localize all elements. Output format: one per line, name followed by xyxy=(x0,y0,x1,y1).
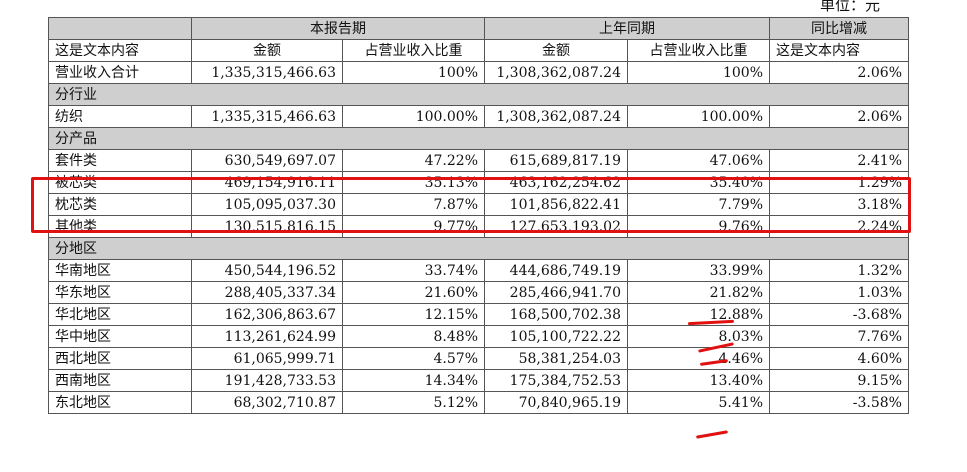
row-name: 套件类 xyxy=(48,149,192,172)
header-group-row: 本报告期 上年同期 同比增减 xyxy=(48,17,909,40)
section-region: 分地区 xyxy=(48,237,909,260)
row-amount-prev: 285,466,941.70 xyxy=(484,281,628,304)
row-ratio-prev: 8.03% xyxy=(627,325,770,348)
row-name: 东北地区 xyxy=(48,391,192,414)
row-name: 华东地区 xyxy=(48,281,192,304)
row-change: -3.68% xyxy=(769,303,909,326)
row-change: 3.18% xyxy=(769,193,909,216)
row-amount-prev: 58,381,254.03 xyxy=(484,347,628,370)
row-name: 西北地区 xyxy=(48,347,192,370)
col-amount-prev-header: 金额 xyxy=(484,39,628,62)
row-name: 华南地区 xyxy=(48,259,192,282)
row-change: 1.03% xyxy=(769,281,909,304)
row-ratio: 33.74% xyxy=(342,259,485,282)
section-industry: 分行业 xyxy=(48,83,909,106)
table-row: 东北地区 68,302,710.87 5.12% 70,840,965.19 5… xyxy=(48,391,909,414)
row-amount: 191,428,733.53 xyxy=(191,369,343,392)
section-product: 分产品 xyxy=(48,127,909,150)
row-amount-prev: 175,384,752.53 xyxy=(484,369,628,392)
row-ratio-prev: 100% xyxy=(627,61,770,84)
highlight-box-annotation xyxy=(31,177,911,233)
table-row: 套件类 630,549,697.07 47.22% 615,689,817.19… xyxy=(48,149,909,172)
header-yoy-change: 同比增减 xyxy=(769,17,909,40)
row-name: 营业收入合计 xyxy=(48,61,192,84)
row-ratio: 100.00% xyxy=(342,105,485,128)
row-change: 2.41% xyxy=(769,149,909,172)
row-ratio: 12.15% xyxy=(342,303,485,326)
row-change: -3.58% xyxy=(769,391,909,414)
table-row: 西北地区 61,065,999.71 4.57% 58,381,254.03 4… xyxy=(48,347,909,370)
col-amount-header: 金额 xyxy=(191,39,343,62)
row-ratio: 5.12% xyxy=(342,391,485,414)
row-name: 华北地区 xyxy=(48,303,192,326)
row-name: 华中地区 xyxy=(48,325,192,348)
row-amount-prev: 168,500,702.38 xyxy=(484,303,628,326)
table-row: 华南地区 450,544,196.52 33.74% 444,686,749.1… xyxy=(48,259,909,282)
row-change: 2.06% xyxy=(769,61,909,84)
table-row: 纺织 1,335,315,466.63 100.00% 1,308,362,08… xyxy=(48,105,909,128)
table-row: 华北地区 162,306,863.67 12.15% 168,500,702.3… xyxy=(48,303,909,326)
row-ratio-prev: 47.06% xyxy=(627,149,770,172)
col-ratio-prev-header: 占营业收入比重 xyxy=(627,39,770,62)
col-ratio-header: 占营业收入比重 xyxy=(342,39,485,62)
row-ratio: 14.34% xyxy=(342,369,485,392)
table-row: 华东地区 288,405,337.34 21.60% 285,466,941.7… xyxy=(48,281,909,304)
underline-annotation xyxy=(695,430,729,439)
row-name: 被芯类 xyxy=(48,171,192,194)
header-prior-period: 上年同期 xyxy=(484,17,770,40)
row-amount: 162,306,863.67 xyxy=(191,303,343,326)
section-title: 分产品 xyxy=(48,127,909,150)
row-amount: 288,405,337.34 xyxy=(191,281,343,304)
unit-label: 单位：元 xyxy=(820,0,881,14)
row-ratio-prev: 12.88% xyxy=(627,303,770,326)
table-row: 华中地区 113,261,624.99 8.48% 105,100,722.22… xyxy=(48,325,909,348)
row-change: 4.60% xyxy=(769,347,909,370)
row-amount-prev: 105,100,722.22 xyxy=(484,325,628,348)
header-column-row: 这是文本内容 金额 占营业收入比重 金额 占营业收入比重 这是文本内容 xyxy=(48,39,909,62)
row-name: 西南地区 xyxy=(48,369,192,392)
row-amount: 68,302,710.87 xyxy=(191,391,343,414)
row-ratio-prev: 33.99% xyxy=(627,259,770,282)
row-amount: 630,549,697.07 xyxy=(191,149,343,172)
row-amount: 450,544,196.52 xyxy=(191,259,343,282)
row-amount-prev: 444,686,749.19 xyxy=(484,259,628,282)
row-amount: 61,065,999.71 xyxy=(191,347,343,370)
row-ratio: 21.60% xyxy=(342,281,485,304)
section-title: 分行业 xyxy=(48,83,909,106)
header-current-period: 本报告期 xyxy=(191,17,485,40)
section-title: 分地区 xyxy=(48,237,909,260)
row-change: 9.15% xyxy=(769,369,909,392)
col-change-header: 这是文本内容 xyxy=(769,39,909,62)
row-amount-prev: 70,840,965.19 xyxy=(484,391,628,414)
row-ratio: 100% xyxy=(342,61,485,84)
header-blank xyxy=(48,17,192,40)
row-ratio-prev: 100.00% xyxy=(627,105,770,128)
revenue-table: 本报告期 上年同期 同比增减 这是文本内容 金额 占营业收入比重 金额 占营业收… xyxy=(48,17,909,414)
total-row: 营业收入合计 1,335,315,466.63 100% 1,308,362,0… xyxy=(48,61,909,84)
row-amount: 1,335,315,466.63 xyxy=(191,105,343,128)
row-change: 2.06% xyxy=(769,105,909,128)
row-amount-prev: 1,308,362,087.24 xyxy=(484,61,628,84)
table-row: 西南地区 191,428,733.53 14.34% 175,384,752.5… xyxy=(48,369,909,392)
row-name: 纺织 xyxy=(48,105,192,128)
row-ratio-prev: 13.40% xyxy=(627,369,770,392)
col-item-header: 这是文本内容 xyxy=(48,39,192,62)
row-name: 枕芯类 xyxy=(48,193,192,216)
row-amount-prev: 615,689,817.19 xyxy=(484,149,628,172)
row-amount: 1,335,315,466.63 xyxy=(191,61,343,84)
row-amount-prev: 1,308,362,087.24 xyxy=(484,105,628,128)
row-amount: 113,261,624.99 xyxy=(191,325,343,348)
row-ratio: 4.57% xyxy=(342,347,485,370)
row-change: 1.32% xyxy=(769,259,909,282)
row-ratio-prev: 5.41% xyxy=(627,391,770,414)
row-change: 7.76% xyxy=(769,325,909,348)
row-ratio: 8.48% xyxy=(342,325,485,348)
row-ratio: 47.22% xyxy=(342,149,485,172)
row-ratio-prev: 21.82% xyxy=(627,281,770,304)
